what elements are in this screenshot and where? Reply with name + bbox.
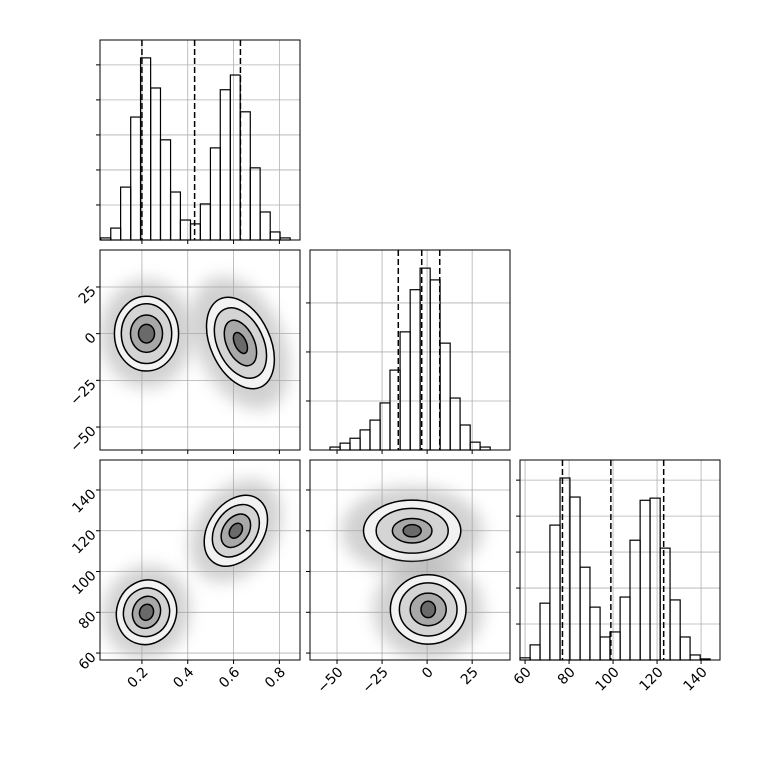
x-tick-label: 60 — [511, 664, 535, 688]
y-tick-label: −50 — [67, 423, 99, 455]
hist-bar — [659, 547, 671, 661]
hist-bar — [389, 369, 401, 451]
hist-bar — [599, 636, 611, 661]
hist-bar — [150, 87, 162, 241]
hist-bar — [459, 424, 471, 451]
x-tick-label: 80 — [555, 664, 579, 688]
hist-bar — [249, 167, 261, 241]
hist-bar — [669, 599, 681, 661]
hist-bar — [619, 596, 631, 661]
hist-bar — [259, 211, 271, 241]
hist-bar — [629, 539, 641, 661]
x-tick-label: 0 — [419, 664, 437, 682]
y-tick-label: 0 — [82, 330, 100, 348]
hist-bar — [589, 606, 601, 661]
hist-bar — [110, 227, 122, 241]
y-tick-label: 140 — [69, 486, 99, 516]
contour — [232, 331, 249, 355]
hist-bar — [529, 644, 541, 661]
panel-frame — [99, 249, 301, 451]
y-tick-label: 120 — [69, 527, 99, 557]
panel — [102, 479, 282, 660]
hist-bar — [189, 223, 201, 241]
panel-frame — [309, 459, 511, 661]
y-tick-label: −25 — [67, 377, 99, 409]
hist-bar — [209, 147, 221, 241]
hist-bar — [469, 441, 481, 451]
hist-bar — [399, 331, 411, 451]
hist-bar — [429, 279, 441, 451]
hist-bar — [439, 342, 451, 451]
x-tick-label: 120 — [637, 664, 667, 694]
contour — [137, 323, 156, 344]
hist-bar — [679, 636, 691, 661]
hist-bar — [549, 524, 561, 661]
x-tick-label: 0.2 — [125, 664, 152, 691]
hist-bar — [359, 429, 371, 451]
hist-bar — [409, 289, 421, 451]
x-tick-label: 140 — [681, 664, 711, 694]
panel-frame — [99, 459, 301, 661]
panel — [341, 486, 484, 660]
hist-bar — [559, 477, 571, 661]
hist-bar — [339, 442, 351, 451]
hist-bar — [649, 497, 661, 661]
hist-bar — [199, 203, 212, 241]
contour — [402, 523, 422, 538]
hist-bar — [169, 191, 182, 241]
x-tick-label: 25 — [458, 664, 482, 688]
hist-bar — [159, 139, 172, 241]
panel — [100, 276, 290, 410]
hist-bar — [349, 437, 361, 451]
hist-bar — [449, 397, 461, 451]
hist-bar — [639, 499, 651, 661]
hist-bar — [179, 219, 192, 241]
hist-bar — [579, 566, 591, 661]
hist-bar — [369, 419, 381, 451]
x-tick-label: 100 — [593, 664, 623, 694]
hist-bar — [120, 186, 132, 241]
panel-frame — [99, 39, 301, 241]
hist-bar — [130, 116, 142, 241]
hist-bar — [569, 496, 581, 661]
y-tick-label: 100 — [69, 568, 99, 598]
hist-bar — [689, 654, 701, 661]
contour — [228, 522, 244, 539]
hist-bar — [539, 602, 551, 661]
x-tick-label: 0.8 — [262, 664, 289, 691]
x-tick-label: −25 — [360, 664, 392, 696]
x-tick-label: −50 — [314, 664, 346, 696]
hist-bar — [219, 89, 231, 241]
contour — [138, 603, 155, 622]
panel-frame — [309, 249, 511, 451]
hist-bar — [239, 111, 251, 241]
x-tick-label: 0.6 — [216, 664, 243, 691]
hist-bar — [269, 231, 281, 241]
hist-bar — [379, 402, 391, 451]
contour — [420, 600, 437, 619]
x-tick-label: 0.4 — [170, 664, 197, 691]
panel-frame — [519, 459, 721, 661]
